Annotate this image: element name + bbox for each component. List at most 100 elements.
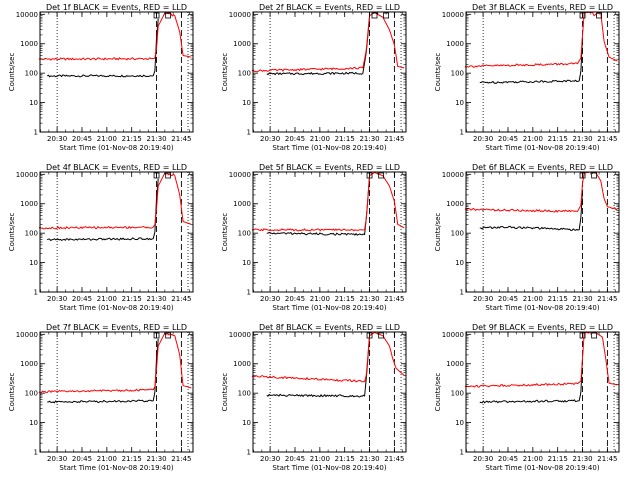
x-tick-label: 20:30: [260, 295, 280, 303]
y-tick-label: 10000: [442, 171, 464, 179]
x-tick-label: 21:00: [523, 455, 543, 463]
plot-frame: [252, 171, 407, 293]
series-line-red: [251, 12, 405, 73]
series-line-black: [47, 338, 159, 404]
detector-panel-2: Det 2f BLACK = Events, RED = LLD 1 10 100 10…: [221, 3, 407, 152]
x-tick-label: 21:45: [597, 135, 617, 143]
plot-frame: [465, 331, 620, 453]
x-axis-label: Start Time (01-Nov-08 20:19:40): [272, 304, 386, 312]
y-axis-label: Counts/sec: [8, 213, 16, 252]
y-tick-label: 10000: [229, 171, 251, 179]
x-tick-label: 20:30: [47, 295, 67, 303]
x-tick-label: 21:45: [384, 295, 404, 303]
x-tick-label: 20:30: [473, 295, 493, 303]
y-tick-label: 100: [238, 390, 251, 398]
x-tick-label: 20:45: [72, 135, 92, 143]
series-line-black: [46, 18, 159, 78]
x-tick-label: 20:45: [498, 135, 518, 143]
x-tick-label: 20:45: [498, 295, 518, 303]
x-tick-label: 20:45: [285, 455, 305, 463]
y-tick-label: 100: [451, 70, 464, 78]
x-tick-label: 21:30: [359, 135, 379, 143]
y-tick-label: 1000: [233, 360, 251, 368]
x-tick-label: 21:30: [572, 455, 592, 463]
detector-panel-3: Det 3f BLACK = Events, RED = LLD 1 10 100 10…: [434, 3, 620, 152]
x-tick-label: 21:45: [384, 135, 404, 143]
plot-frame: [39, 11, 194, 133]
panel-title: Det 8f BLACK = Events, RED = LLD: [259, 323, 400, 332]
y-tick-label: 1000: [446, 200, 464, 208]
y-tick-label: 1000: [20, 200, 38, 208]
x-tick-label: 21:15: [548, 455, 568, 463]
y-tick-label: 100: [25, 70, 38, 78]
panel-title: Det 6f BLACK = Events, RED = LLD: [472, 163, 613, 172]
x-axis-label: Start Time (01-Nov-08 20:19:40): [59, 144, 173, 152]
x-tick-label: 21:00: [97, 135, 117, 143]
y-tick-label: 1000: [446, 40, 464, 48]
y-tick-label: 1: [34, 289, 38, 297]
series-line-red: [464, 331, 618, 388]
y-tick-label: 100: [238, 230, 251, 238]
y-tick-label: 10: [455, 99, 464, 107]
x-tick-label: 21:15: [122, 455, 142, 463]
plot-frame: [252, 331, 407, 453]
x-tick-label: 20:30: [473, 455, 493, 463]
series-line-black: [266, 17, 370, 76]
panel-title: Det 2f BLACK = Events, RED = LLD: [259, 3, 400, 12]
x-axis-label: Start Time (01-Nov-08 20:19:40): [272, 464, 386, 472]
detector-panel-4: Det 4f BLACK = Events, RED = LLD 1 10 100 10…: [8, 163, 194, 312]
y-tick-label: 10: [29, 99, 38, 107]
y-tick-label: 1: [460, 289, 464, 297]
y-axis-label: Counts/sec: [8, 53, 16, 92]
y-tick-label: 1: [34, 129, 38, 137]
x-tick-label: 20:45: [498, 455, 518, 463]
y-tick-label: 10000: [16, 11, 38, 19]
x-tick-label: 20:45: [285, 135, 305, 143]
detector-panel-5: Det 5f BLACK = Events, RED = LLD 1 10 100 10…: [221, 163, 407, 312]
y-tick-label: 10000: [442, 11, 464, 19]
x-tick-label: 21:15: [122, 295, 142, 303]
plot-frame: [465, 171, 620, 293]
x-axis-label: Start Time (01-Nov-08 20:19:40): [485, 144, 599, 152]
y-tick-label: 100: [451, 390, 464, 398]
y-tick-label: 1: [460, 129, 464, 137]
time-flag-marker: [591, 332, 598, 339]
x-tick-label: 21:30: [146, 295, 166, 303]
y-axis-label: Counts/sec: [434, 373, 442, 412]
series-line-red: [38, 12, 192, 61]
y-tick-label: 1: [247, 129, 251, 137]
series-line-black: [479, 189, 583, 231]
x-axis-label: Start Time (01-Nov-08 20:19:40): [485, 464, 599, 472]
detector-panel-8: Det 8f BLACK = Events, RED = LLD 1 10 100 10…: [221, 323, 407, 472]
series-line-red: [251, 332, 405, 383]
y-tick-label: 10: [242, 259, 251, 267]
x-tick-label: 21:45: [597, 455, 617, 463]
time-flag-marker: [591, 172, 598, 179]
y-tick-label: 10000: [229, 331, 251, 339]
panel-title: Det 9f BLACK = Events, RED = LLD: [472, 323, 613, 332]
x-tick-label: 20:45: [72, 295, 92, 303]
x-tick-label: 20:30: [260, 135, 280, 143]
x-axis-label: Start Time (01-Nov-08 20:19:40): [272, 144, 386, 152]
y-tick-label: 10000: [16, 331, 38, 339]
time-flag-marker: [165, 172, 172, 179]
time-flag-marker: [165, 332, 172, 339]
x-tick-label: 20:45: [285, 295, 305, 303]
y-tick-label: 10: [242, 419, 251, 427]
x-tick-label: 21:45: [384, 455, 404, 463]
y-tick-label: 1000: [233, 40, 251, 48]
y-tick-label: 10: [29, 419, 38, 427]
x-tick-label: 21:30: [146, 135, 166, 143]
panel-title: Det 1f BLACK = Events, RED = LLD: [46, 3, 187, 12]
detector-panel-9: Det 9f BLACK = Events, RED = LLD 1 10 100 10…: [434, 323, 620, 472]
panel-title: Det 5f BLACK = Events, RED = LLD: [259, 163, 400, 172]
x-tick-label: 21:45: [597, 295, 617, 303]
series-line-black: [46, 178, 159, 241]
series-line-red: [38, 332, 192, 394]
detector-panel-6: Det 6f BLACK = Events, RED = LLD 1 10 100 10…: [434, 163, 620, 312]
y-tick-label: 1: [247, 289, 251, 297]
y-tick-label: 100: [25, 230, 38, 238]
y-tick-label: 1: [34, 449, 38, 457]
series-line-black: [266, 337, 370, 398]
x-tick-label: 21:45: [171, 135, 191, 143]
